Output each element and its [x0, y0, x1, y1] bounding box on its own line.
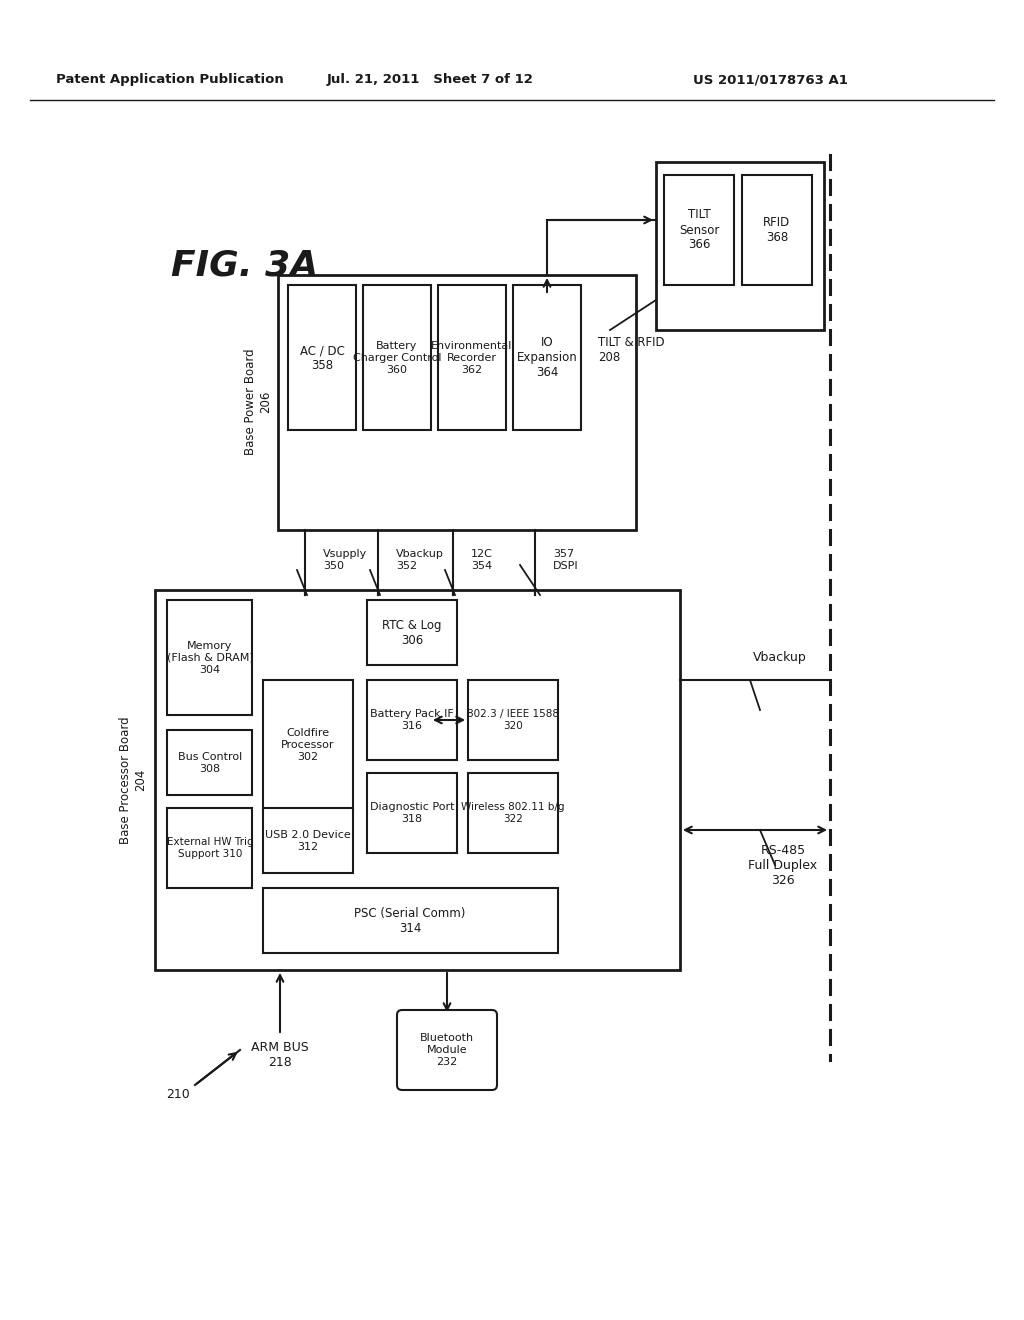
Text: ARM BUS
218: ARM BUS 218 — [251, 1041, 309, 1069]
Bar — [367, 601, 457, 665]
Bar — [367, 680, 457, 760]
Text: Diagnostic Port
318: Diagnostic Port 318 — [370, 803, 455, 824]
Text: Base Power Board
206: Base Power Board 206 — [244, 348, 272, 455]
Text: FIG. 3A: FIG. 3A — [171, 248, 318, 282]
Text: 357
DSPI: 357 DSPI — [553, 549, 579, 570]
FancyBboxPatch shape — [397, 1010, 497, 1090]
Text: Vbackup
352: Vbackup 352 — [396, 549, 443, 570]
Bar — [367, 774, 457, 853]
Bar — [742, 176, 812, 285]
Text: RTC & Log
306: RTC & Log 306 — [382, 619, 441, 647]
Text: Bluetooth
Module
232: Bluetooth Module 232 — [420, 1034, 474, 1067]
Text: Memory
(Flash & DRAM)
304: Memory (Flash & DRAM) 304 — [167, 642, 253, 675]
Text: Patent Application Publication: Patent Application Publication — [56, 74, 284, 87]
Text: 802.3 / IEEE 1588
320: 802.3 / IEEE 1588 320 — [467, 709, 559, 731]
Bar — [167, 601, 252, 715]
Bar — [263, 808, 353, 873]
Bar — [468, 774, 558, 853]
Bar — [468, 680, 558, 760]
Text: TILT & RFID
208: TILT & RFID 208 — [598, 337, 665, 364]
Text: 12C
354: 12C 354 — [471, 549, 493, 570]
Text: Battery Pack IF
316: Battery Pack IF 316 — [370, 709, 454, 731]
Bar — [288, 285, 356, 430]
Text: 210: 210 — [166, 1089, 189, 1101]
Bar — [155, 590, 680, 970]
Bar — [362, 285, 431, 430]
Bar — [664, 176, 734, 285]
Text: Jul. 21, 2011   Sheet 7 of 12: Jul. 21, 2011 Sheet 7 of 12 — [327, 74, 534, 87]
Text: RS-485
Full Duplex
326: RS-485 Full Duplex 326 — [749, 843, 817, 887]
Text: PSC (Serial Comm)
314: PSC (Serial Comm) 314 — [354, 907, 466, 935]
Text: Coldfire
Processor
302: Coldfire Processor 302 — [282, 729, 335, 762]
Text: External HW Trig
Support 310: External HW Trig Support 310 — [167, 837, 253, 859]
Text: Wireless 802.11 b/g
322: Wireless 802.11 b/g 322 — [461, 803, 565, 824]
Text: Base Processor Board
204: Base Processor Board 204 — [119, 717, 147, 843]
Bar — [167, 730, 252, 795]
Text: AC / DC
358: AC / DC 358 — [300, 345, 344, 372]
Text: Environmental
Recorder
362: Environmental Recorder 362 — [431, 342, 513, 375]
Text: Bus Control
308: Bus Control 308 — [178, 752, 242, 774]
Text: Vsupply
350: Vsupply 350 — [323, 549, 368, 570]
Bar — [656, 162, 824, 330]
Bar — [263, 680, 353, 810]
Text: USB 2.0 Device
312: USB 2.0 Device 312 — [265, 830, 351, 851]
Text: Vbackup: Vbackup — [753, 652, 807, 664]
Text: Battery
Charger Control
360: Battery Charger Control 360 — [352, 342, 441, 375]
Text: RFID
368: RFID 368 — [763, 216, 791, 244]
Bar — [278, 275, 636, 531]
Bar — [167, 808, 252, 888]
Text: US 2011/0178763 A1: US 2011/0178763 A1 — [692, 74, 848, 87]
Bar — [438, 285, 506, 430]
Text: IO
Expansion
364: IO Expansion 364 — [517, 337, 578, 380]
Text: TILT
Sensor
366: TILT Sensor 366 — [679, 209, 719, 252]
Bar — [513, 285, 581, 430]
Bar — [263, 888, 558, 953]
